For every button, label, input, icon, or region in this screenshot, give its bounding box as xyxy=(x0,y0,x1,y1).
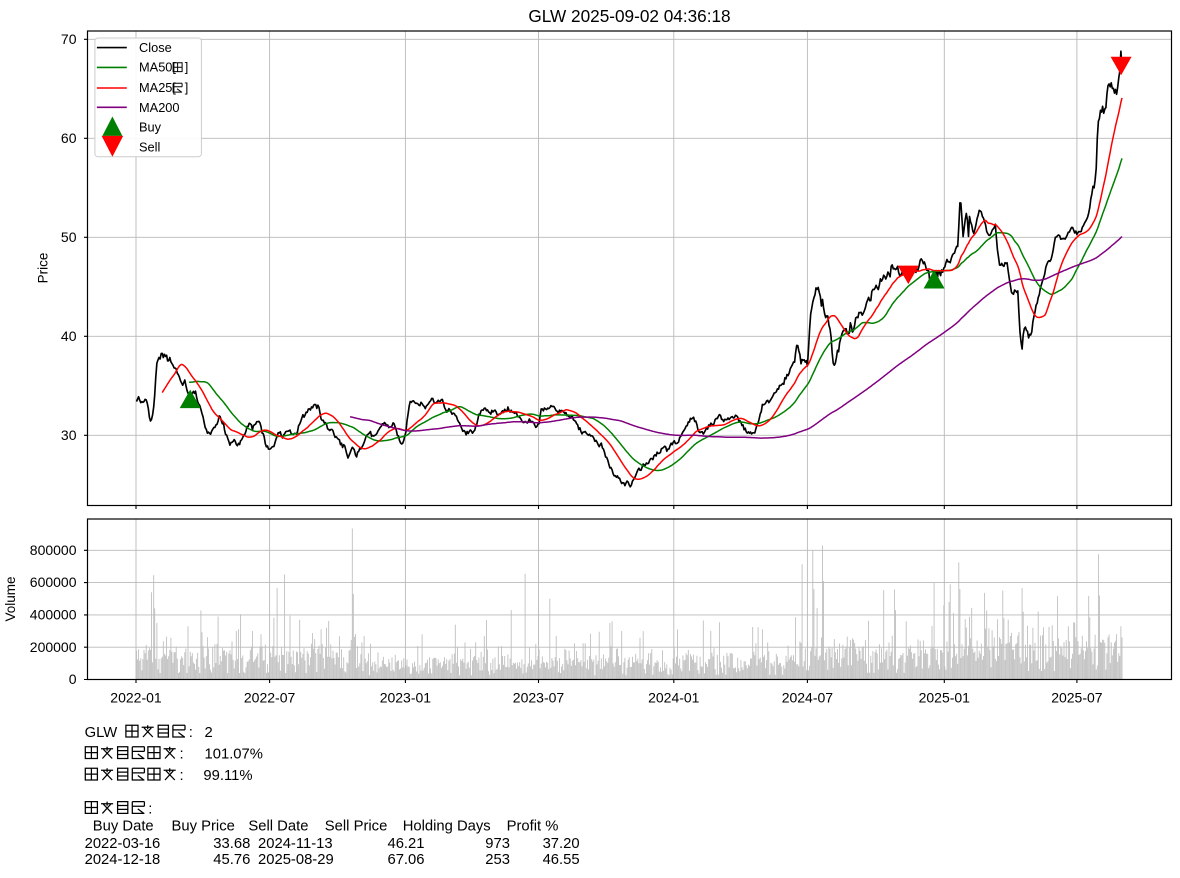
svg-text:MA200: MA200 xyxy=(139,100,180,115)
svg-text:2022-07: 2022-07 xyxy=(244,690,296,706)
svg-text:2024-12-18: 2024-12-18 xyxy=(85,852,161,868)
svg-text:46.55: 46.55 xyxy=(543,852,580,868)
svg-text:60: 60 xyxy=(61,130,77,146)
svg-text:Close: Close xyxy=(139,40,172,55)
svg-text:2025-07: 2025-07 xyxy=(1051,690,1103,706)
svg-text:2024-01: 2024-01 xyxy=(648,690,700,706)
svg-text:2022-01: 2022-01 xyxy=(110,690,162,706)
svg-text:Volume: Volume xyxy=(3,576,18,621)
svg-text:400000: 400000 xyxy=(30,607,77,623)
svg-text:GLW 2025-09-02 04:36:18: GLW 2025-09-02 04:36:18 xyxy=(528,6,730,26)
svg-text:200000: 200000 xyxy=(30,639,77,655)
svg-text:2022-03-16: 2022-03-16 xyxy=(85,836,161,852)
svg-text:800000: 800000 xyxy=(30,542,77,558)
svg-text:]: ] xyxy=(185,60,189,75)
svg-text:600000: 600000 xyxy=(30,574,77,590)
svg-text:Sell: Sell xyxy=(139,140,160,155)
svg-text:Buy Date: Buy Date xyxy=(93,818,154,834)
svg-text::: : xyxy=(180,768,184,784)
svg-text:MA25[: MA25[ xyxy=(139,80,176,95)
svg-text:Buy: Buy xyxy=(139,120,162,135)
svg-text:Buy Price: Buy Price xyxy=(172,818,235,834)
svg-text:Profit %: Profit % xyxy=(507,818,559,834)
svg-text:2025-01: 2025-01 xyxy=(919,690,971,706)
svg-text:2023-01: 2023-01 xyxy=(380,690,432,706)
svg-text:Sell Date: Sell Date xyxy=(248,818,308,834)
svg-text:70: 70 xyxy=(61,31,77,47)
svg-text:2024-11-13: 2024-11-13 xyxy=(258,836,333,852)
svg-text:MA50[: MA50[ xyxy=(139,60,176,75)
svg-text:50: 50 xyxy=(61,229,77,245)
svg-text:2024-07: 2024-07 xyxy=(782,690,834,706)
svg-text::: : xyxy=(189,725,193,741)
svg-text:30: 30 xyxy=(61,427,77,443)
svg-text:45.76: 45.76 xyxy=(213,852,250,868)
svg-text:67.06: 67.06 xyxy=(387,852,424,868)
svg-text:]: ] xyxy=(185,80,189,95)
svg-text::: : xyxy=(148,801,152,817)
svg-text:40: 40 xyxy=(61,328,77,344)
svg-text:253: 253 xyxy=(485,852,510,868)
svg-text:2023-07: 2023-07 xyxy=(513,690,565,706)
svg-text:99.11%: 99.11% xyxy=(203,768,252,784)
svg-text:Price: Price xyxy=(36,253,51,284)
svg-text:GLW: GLW xyxy=(85,725,118,741)
svg-text:101.07%: 101.07% xyxy=(205,747,263,763)
svg-text:33.68: 33.68 xyxy=(213,836,250,852)
svg-text:0: 0 xyxy=(69,671,77,687)
svg-text:46.21: 46.21 xyxy=(387,836,424,852)
svg-text:2: 2 xyxy=(205,725,213,741)
svg-text:2025-08-29: 2025-08-29 xyxy=(258,852,334,868)
svg-text::: : xyxy=(180,747,184,763)
svg-text:Holding Days: Holding Days xyxy=(403,818,491,834)
svg-text:37.20: 37.20 xyxy=(543,836,580,852)
svg-text:973: 973 xyxy=(485,836,510,852)
svg-text:Sell Price: Sell Price xyxy=(325,818,388,834)
